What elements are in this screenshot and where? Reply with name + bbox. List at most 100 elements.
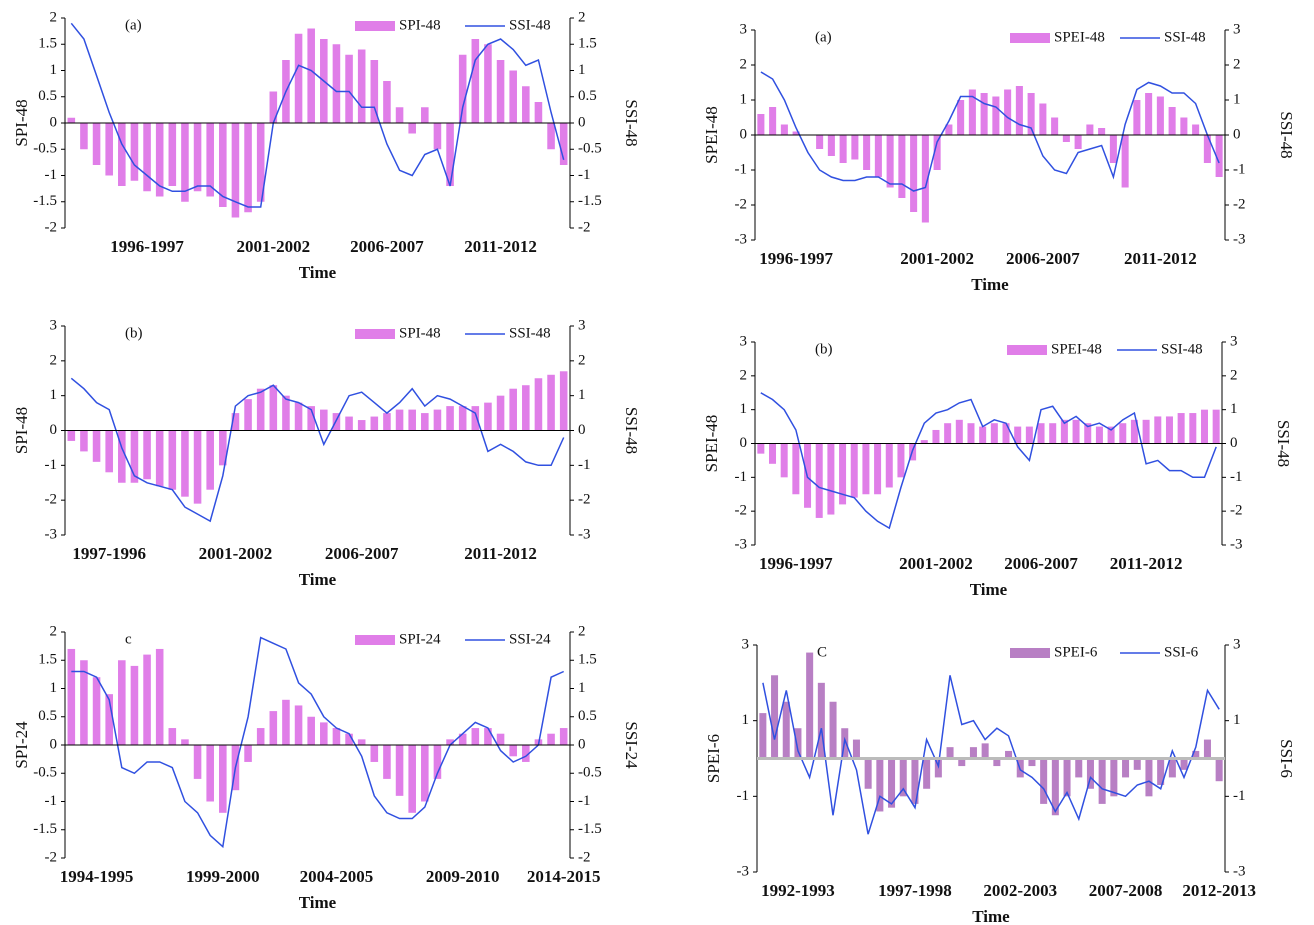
bar [155, 430, 164, 487]
y2-tick-label: 2 [578, 623, 586, 639]
bar [496, 733, 505, 745]
y2-tick-label: 0 [578, 736, 586, 752]
bar [219, 745, 227, 813]
y2-tick-label: -0.5 [578, 765, 602, 781]
bar [816, 135, 824, 149]
bar [1180, 117, 1188, 135]
x-tick-label: 2001-2002 [900, 249, 974, 268]
legend-label: SSI-48 [509, 17, 551, 33]
bar [992, 96, 1000, 135]
y-tick-label: 0 [50, 422, 58, 438]
x-axis-title: Time [299, 893, 337, 912]
bar [446, 739, 454, 745]
legend-label: SPEI-48 [1054, 29, 1105, 45]
bar [1049, 423, 1057, 444]
y-tick-label: -0.5 [33, 765, 57, 781]
bar [269, 91, 278, 123]
bar [408, 409, 416, 431]
bar [370, 745, 379, 762]
bar [794, 728, 802, 759]
y-axis-title: SPEI-48 [702, 415, 721, 473]
bar [357, 739, 366, 745]
y-tick-label: 0.5 [38, 708, 57, 724]
y2-tick-label: 0 [1230, 435, 1238, 451]
legend-label: SPI-24 [399, 631, 441, 647]
bar [1200, 409, 1208, 444]
y-tick-label: 1.5 [38, 652, 57, 668]
y-tick-label: 1 [50, 62, 58, 78]
bar [979, 426, 987, 444]
bar [990, 423, 998, 444]
bar [383, 745, 391, 779]
bar [282, 395, 290, 431]
bar [67, 430, 76, 441]
bar [1142, 419, 1150, 444]
bar [105, 123, 113, 176]
bar [1157, 758, 1165, 785]
bar [850, 443, 858, 498]
bar [92, 123, 101, 165]
bar [1215, 135, 1223, 177]
y2-tick-label: 1 [1230, 401, 1238, 417]
bar [559, 728, 568, 745]
legend-label: SSI-48 [1161, 341, 1203, 357]
bar [981, 743, 989, 759]
bar [757, 114, 765, 135]
x-axis-title: Time [971, 275, 1009, 294]
bar [547, 733, 555, 745]
bar [408, 123, 416, 134]
bar [206, 430, 214, 490]
bar [864, 758, 872, 789]
bar [332, 413, 341, 431]
y-tick-label: 2 [50, 352, 58, 368]
bar [118, 123, 126, 186]
x-tick-label: 1999-2000 [186, 867, 260, 886]
legend-label: SPI-48 [399, 17, 441, 33]
x-tick-label: 2011-2012 [464, 544, 537, 563]
bar [1074, 135, 1082, 149]
x-tick-label: 1992-1993 [761, 881, 835, 900]
y-tick-label: -1.5 [33, 821, 57, 837]
y2-tick-label: 2 [578, 352, 586, 368]
bar [332, 44, 341, 123]
y-tick-label: -0.5 [33, 141, 57, 157]
y-tick-label: 3 [740, 333, 748, 349]
bar [839, 443, 847, 505]
y-axis-title: SPI-24 [12, 721, 31, 769]
bar [1039, 103, 1047, 135]
bar [458, 406, 467, 431]
bar [496, 60, 505, 123]
bar [1025, 426, 1033, 444]
bar [155, 123, 164, 197]
panel-label: (b) [125, 325, 143, 341]
bar [534, 378, 543, 431]
bar [534, 102, 543, 123]
x-tick-label: 1996-1997 [110, 237, 184, 256]
bar [1121, 135, 1129, 188]
bar [395, 107, 404, 123]
bar [1098, 128, 1106, 135]
y2-tick-label: 3 [1233, 21, 1241, 37]
y-tick-label: 0 [740, 435, 748, 451]
bar [1037, 423, 1045, 444]
bar [980, 93, 988, 135]
bar [484, 402, 492, 431]
panel-label: C [817, 644, 827, 660]
y-axis-title: SPEI-6 [704, 734, 723, 783]
y-tick-label: 3 [742, 636, 750, 652]
y2-tick-label: 1 [1233, 712, 1241, 728]
bar [874, 443, 882, 495]
bar [256, 123, 265, 202]
bar [1215, 758, 1223, 782]
bar [509, 745, 517, 757]
bar [130, 123, 139, 181]
bar [80, 660, 88, 745]
bar [1119, 423, 1127, 444]
bar [67, 117, 76, 123]
y-tick-label: 0 [740, 126, 748, 142]
bar [446, 406, 454, 431]
y2-tick-label: 2 [1230, 367, 1238, 383]
bar [92, 430, 101, 462]
y-axis-title: SPI-48 [12, 99, 31, 146]
bar [876, 758, 884, 812]
